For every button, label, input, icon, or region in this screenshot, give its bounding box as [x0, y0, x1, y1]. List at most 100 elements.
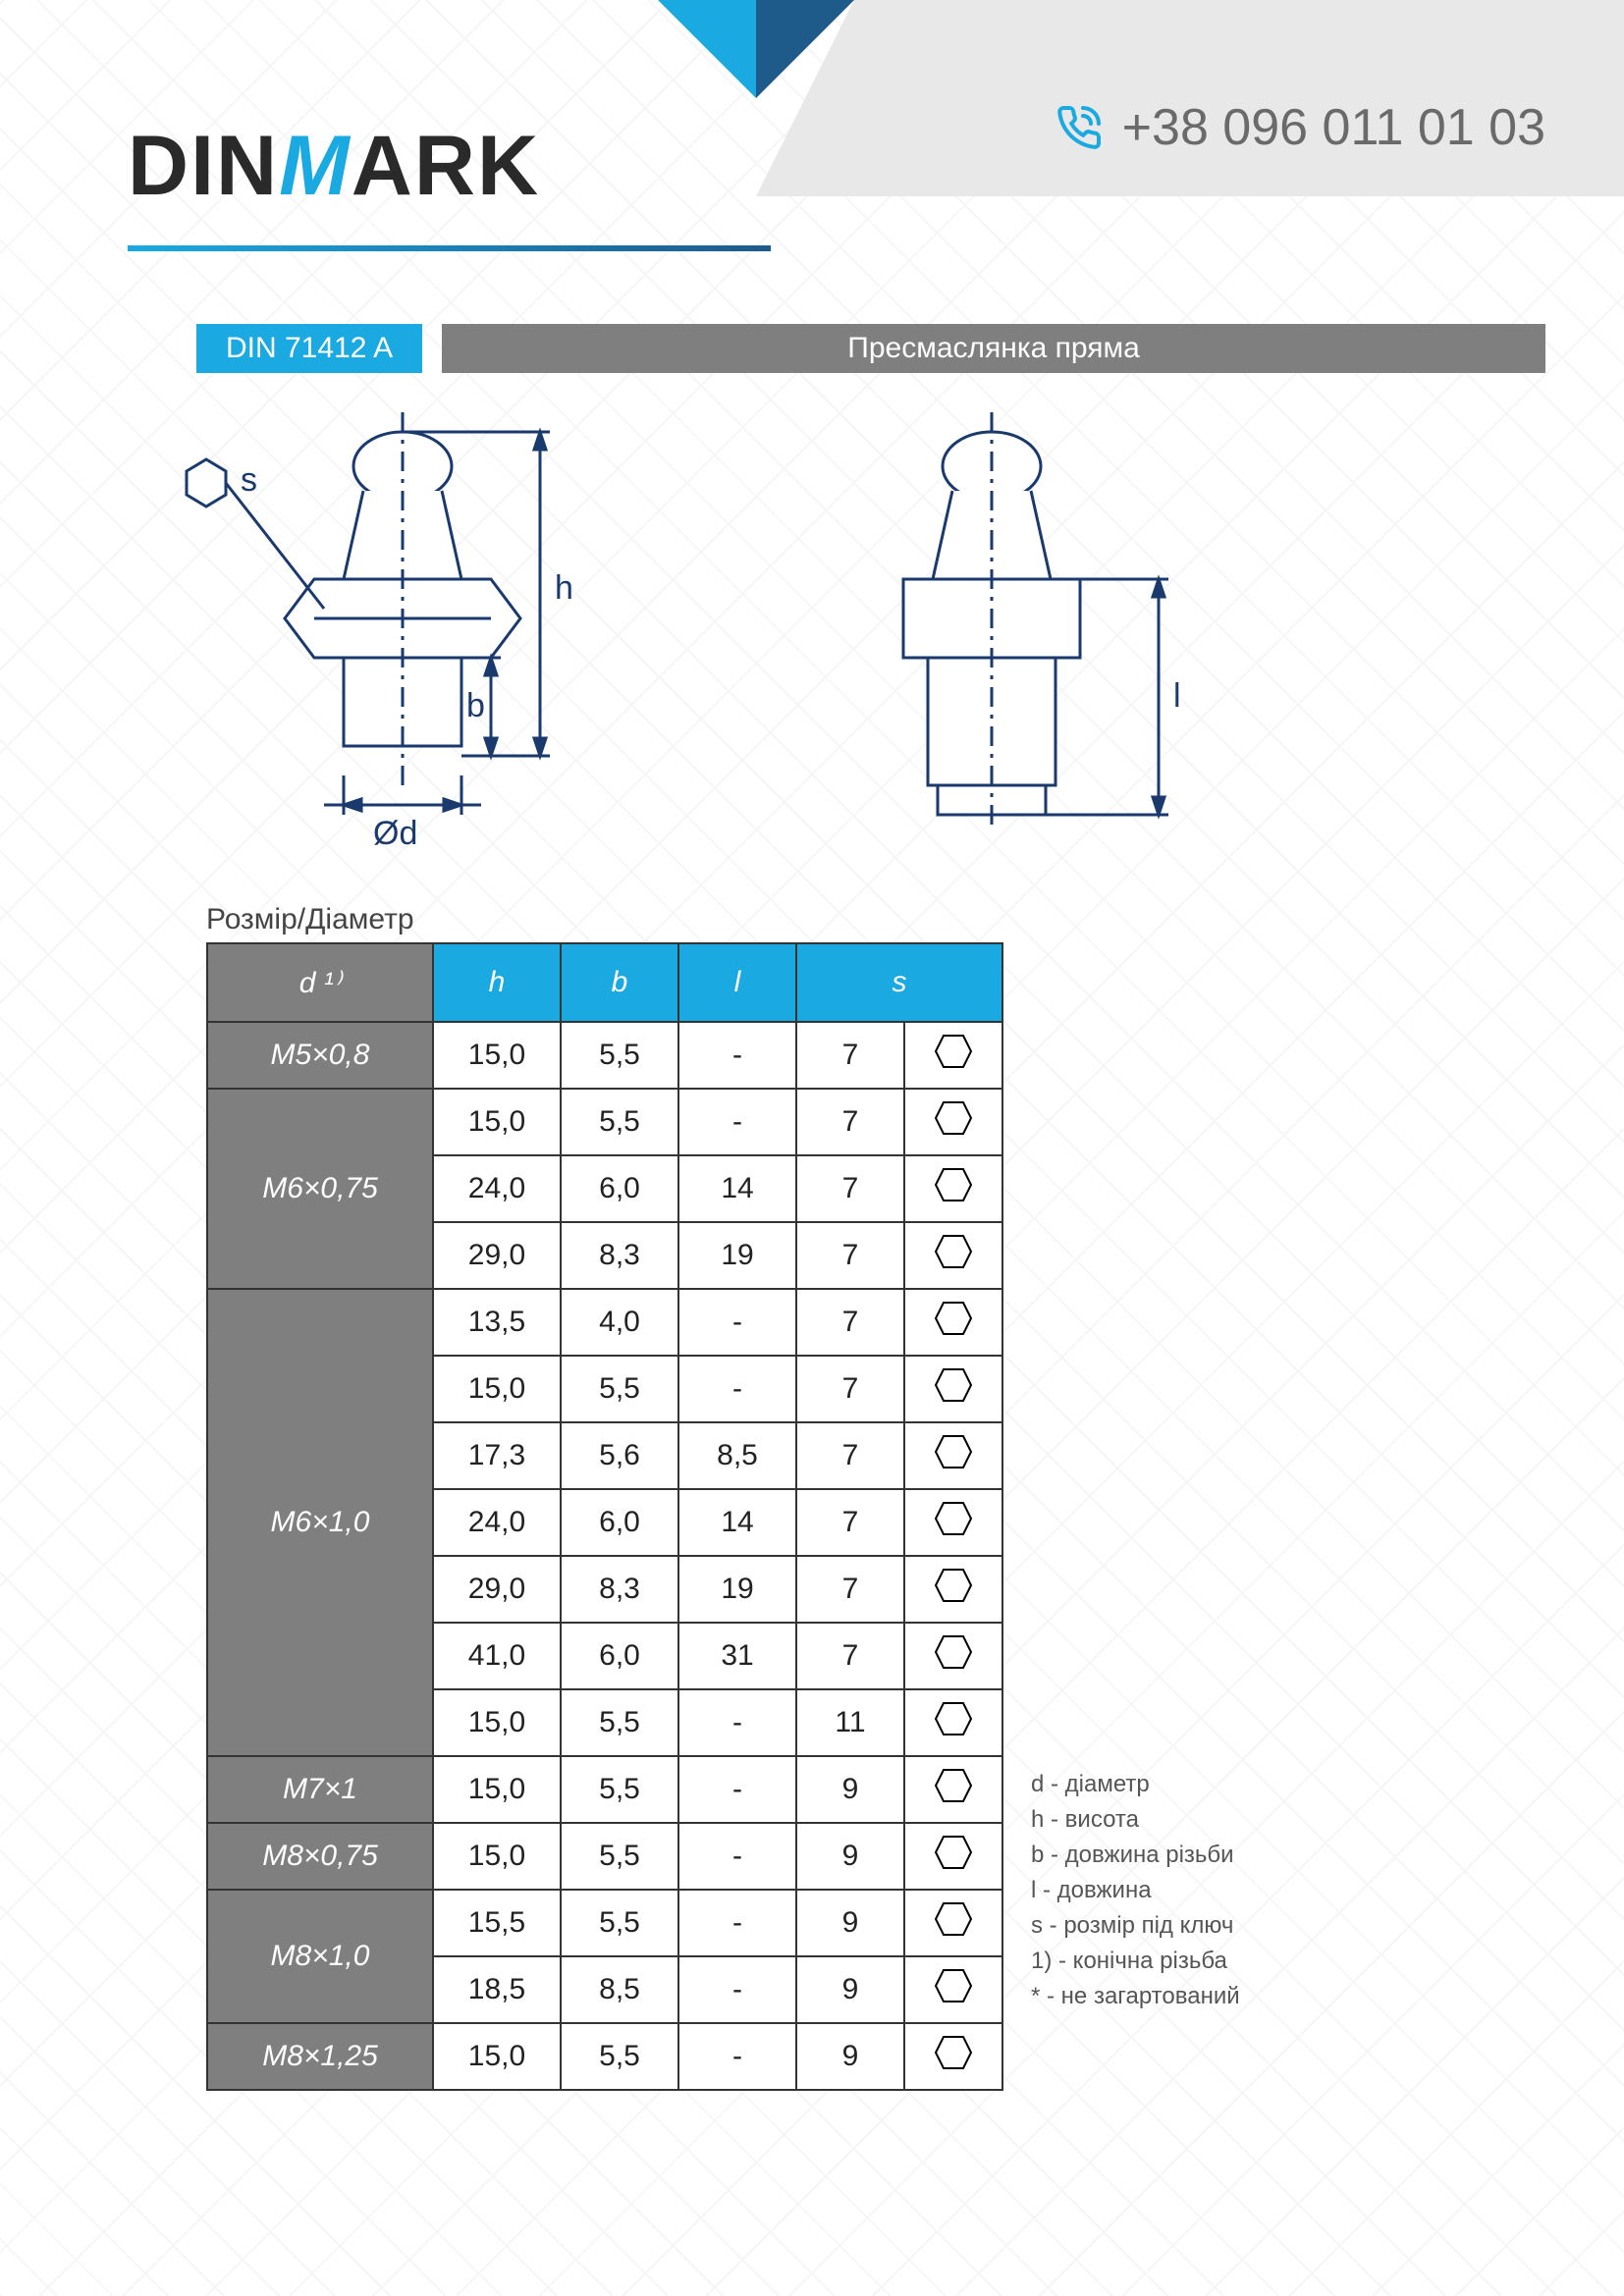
legend-line: l - довжина	[1031, 1873, 1240, 1908]
standard-code: DIN 71412 A	[196, 324, 422, 373]
table-cell: 19	[678, 1222, 796, 1289]
table-cell: 5,5	[561, 1890, 678, 1956]
legend-line: 1) - конічна різьба	[1031, 1944, 1240, 1979]
dim-h-label: h	[555, 569, 573, 607]
diagram-left: s h b Ød	[147, 412, 677, 864]
table-cell: 31	[678, 1623, 796, 1689]
table-cell: 7	[796, 1556, 904, 1623]
table-cell: 7	[796, 1155, 904, 1222]
hex-icon-cell	[904, 1956, 1002, 2023]
table-cell: 5,5	[561, 1756, 678, 1823]
table-cell: 8,5	[678, 1422, 796, 1489]
table-cell: 5,5	[561, 1089, 678, 1155]
table-cell: 8,3	[561, 1556, 678, 1623]
col-l: l	[678, 943, 796, 1022]
table-cell: 5,5	[561, 1356, 678, 1422]
hex-icon-cell	[904, 2023, 1002, 2090]
dim-l-label: l	[1173, 677, 1181, 715]
table-cell: 11	[796, 1689, 904, 1756]
table-cell: -	[678, 1089, 796, 1155]
table-cell: 5,5	[561, 2023, 678, 2090]
table-cell: 24,0	[433, 1155, 561, 1222]
dim-s-label: s	[241, 461, 257, 499]
table-cell: 9	[796, 2023, 904, 2090]
table-cell: -	[678, 1356, 796, 1422]
table-cell: 7	[796, 1422, 904, 1489]
table-cell: 15,0	[433, 1356, 561, 1422]
table-cell: 8,5	[561, 1956, 678, 2023]
table-cell: 5,5	[561, 1823, 678, 1890]
table-cell: 19	[678, 1556, 796, 1623]
hex-icon-cell	[904, 1689, 1002, 1756]
table-cell: 15,0	[433, 1689, 561, 1756]
table-caption: Розмір/Діаметр	[206, 903, 414, 936]
row-size: M8×0,75	[207, 1823, 433, 1890]
legend: d - діаметрh - висотаb - довжина різьбиl…	[1031, 1767, 1240, 2014]
table-cell: 7	[796, 1222, 904, 1289]
table-cell: -	[678, 1956, 796, 2023]
table-cell: 8,3	[561, 1222, 678, 1289]
hex-icon-cell	[904, 1155, 1002, 1222]
table-cell: 4,0	[561, 1289, 678, 1356]
diagram-right: l	[835, 412, 1306, 864]
table-cell: 7	[796, 1623, 904, 1689]
table-cell: 15,0	[433, 1089, 561, 1155]
table-cell: 7	[796, 1356, 904, 1422]
row-size: M8×1,25	[207, 2023, 433, 2090]
table-cell: 15,0	[433, 1756, 561, 1823]
table-cell: 7	[796, 1089, 904, 1155]
company-logo: DINMARK	[128, 118, 540, 215]
table-cell: 18,5	[433, 1956, 561, 2023]
table-cell: 5,5	[561, 1022, 678, 1089]
table-cell: 13,5	[433, 1289, 561, 1356]
hex-icon-cell	[904, 1422, 1002, 1489]
logo-text-pre: DIN	[128, 119, 279, 213]
header-blue-triangle	[658, 0, 756, 98]
table-cell: 7	[796, 1289, 904, 1356]
table-cell: 14	[678, 1489, 796, 1556]
col-b: b	[561, 943, 678, 1022]
logo-underline	[128, 245, 771, 251]
table-cell: 9	[796, 1890, 904, 1956]
table-cell: 7	[796, 1489, 904, 1556]
legend-line: * - не загартований	[1031, 1979, 1240, 2014]
hex-icon-cell	[904, 1756, 1002, 1823]
dimensions-table: d ¹⁾ h b l s M5×0,815,05,5-7M6×0,7515,05…	[206, 942, 1003, 2091]
technical-diagrams: s h b Ød l	[147, 412, 1506, 874]
table-cell: 6,0	[561, 1155, 678, 1222]
table-cell: 7	[796, 1022, 904, 1089]
row-size: M7×1	[207, 1756, 433, 1823]
table-cell: 9	[796, 1823, 904, 1890]
phone-block: +38 096 011 01 03	[1056, 98, 1545, 157]
hex-icon-cell	[904, 1890, 1002, 1956]
col-h: h	[433, 943, 561, 1022]
legend-line: h - висота	[1031, 1802, 1240, 1838]
table-cell: 15,0	[433, 1022, 561, 1089]
table-cell: 15,5	[433, 1890, 561, 1956]
row-size: M5×0,8	[207, 1022, 433, 1089]
table-cell: 15,0	[433, 2023, 561, 2090]
row-size: M6×1,0	[207, 1289, 433, 1756]
table-cell: -	[678, 1022, 796, 1089]
table-cell: 5,5	[561, 1689, 678, 1756]
legend-line: d - діаметр	[1031, 1767, 1240, 1802]
logo-text-post: ARK	[352, 119, 540, 213]
table-cell: -	[678, 1890, 796, 1956]
hex-icon-cell	[904, 1289, 1002, 1356]
legend-line: b - довжина різьби	[1031, 1838, 1240, 1873]
table-cell: 14	[678, 1155, 796, 1222]
table-cell: -	[678, 1823, 796, 1890]
table-cell: 41,0	[433, 1623, 561, 1689]
title-bar: DIN 71412 A Пресмаслянка пряма	[196, 324, 1545, 373]
col-d: d ¹⁾	[207, 943, 433, 1022]
hex-icon-cell	[904, 1489, 1002, 1556]
hex-icon-cell	[904, 1356, 1002, 1422]
hex-icon-cell	[904, 1089, 1002, 1155]
hex-icon-cell	[904, 1556, 1002, 1623]
row-size: M6×0,75	[207, 1089, 433, 1289]
table-cell: 24,0	[433, 1489, 561, 1556]
phone-number: +38 096 011 01 03	[1122, 98, 1545, 157]
dim-b-label: b	[466, 687, 485, 724]
table-cell: 6,0	[561, 1489, 678, 1556]
hex-icon-cell	[904, 1823, 1002, 1890]
